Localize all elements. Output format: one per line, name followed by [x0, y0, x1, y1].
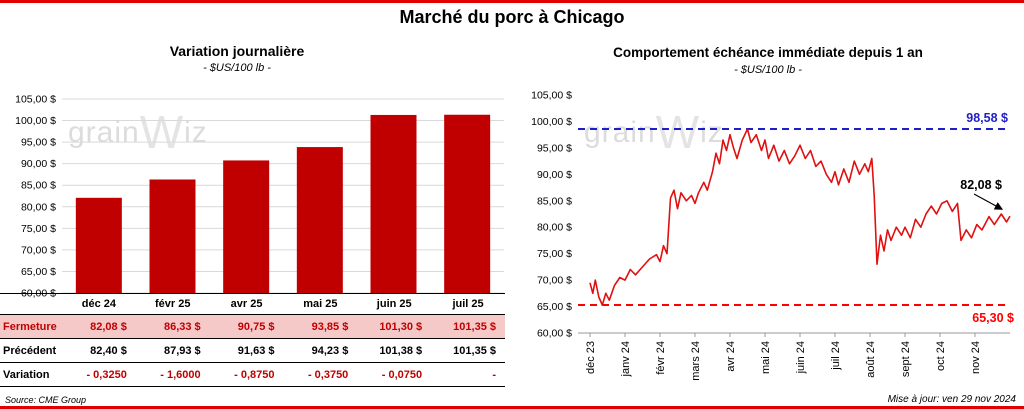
table-row-precedent: Précédent 82,40 $ 87,93 $ 91,63 $ 94,23 … — [0, 338, 505, 363]
x-tick-label: août 24 — [865, 341, 877, 378]
table-row-variation: Variation - 0,3250 - 1,6000 - 0,8750 - 0… — [0, 362, 505, 387]
price-line — [589, 128, 1011, 306]
y-tick-label: 80,00 $ — [537, 222, 572, 234]
table-cell: 82,40 $ — [62, 338, 136, 363]
table-cell: - 0,0750 — [357, 362, 432, 387]
watermark-text: grain — [584, 116, 656, 149]
updated-note: Mise à jour: ven 29 nov 2024 — [887, 394, 1016, 405]
front-month-line-chart: 105,00 $ 100,00 $ 95,00 $ 90,00 $ 85,00 $ 80,… — [531, 90, 1014, 381]
watermark-text: iz — [184, 116, 208, 149]
support-label: 65,30 $ — [972, 311, 1014, 325]
price-table: déc 24 févr 25 avr 25 mai 25 juin 25 jui… — [0, 293, 505, 387]
table-cell: 82,08 $ — [62, 314, 136, 339]
table-cell: 101,35 $ — [431, 338, 505, 363]
bar — [149, 179, 196, 293]
table-corner — [0, 293, 62, 315]
watermark-logo: W — [655, 106, 701, 158]
right-chart-title: Comportement échéance immédiate depuis 1… — [613, 45, 923, 60]
y-tick-label: 70,00 $ — [21, 244, 56, 256]
y-tick-label: 65,00 $ — [21, 266, 56, 278]
table-cell: 93,85 $ — [283, 314, 358, 339]
x-tick-label: févr 24 — [655, 341, 667, 375]
page-title: Marché du porc à Chicago — [399, 7, 625, 27]
x-tick-label: juin 24 — [795, 341, 807, 374]
watermark-logo: W — [139, 106, 185, 158]
last-value-label: 82,08 $ — [960, 178, 1002, 192]
bar — [223, 160, 270, 293]
x-tick-label: déc 23 — [585, 341, 597, 374]
table-cell: 90,75 $ — [209, 314, 284, 339]
left-chart-title: Variation journalière — [169, 43, 305, 59]
y-tick-label: 85,00 $ — [21, 180, 56, 192]
x-tick-label: mars 24 — [690, 341, 702, 381]
table-cell: - 0,3250 — [62, 362, 136, 387]
table-cell: 101,30 $ — [357, 314, 432, 339]
table-cell: 86,33 $ — [135, 314, 210, 339]
x-tick-label: janv 24 — [620, 341, 632, 377]
source-note: Source: CME Group — [5, 395, 87, 405]
y-tick-label: 70,00 $ — [537, 275, 572, 287]
table-cell: 91,63 $ — [209, 338, 284, 363]
table-cell: 101,38 $ — [357, 338, 432, 363]
row-label: Précédent — [0, 338, 62, 363]
x-tick-label: nov 24 — [970, 341, 982, 374]
col-header: juil 25 — [431, 293, 505, 315]
y-tick-label: 85,00 $ — [537, 195, 572, 207]
x-tick-label: sept 24 — [900, 341, 912, 377]
col-header: avr 25 — [209, 293, 284, 315]
watermark-text: grain — [68, 116, 140, 149]
table-cell: - 0,3750 — [283, 362, 358, 387]
bar — [75, 197, 122, 293]
grainwiz-watermark-left: grainWiz — [68, 105, 208, 159]
col-header: déc 24 — [62, 293, 136, 315]
table-header-row: déc 24 févr 25 avr 25 mai 25 juin 25 jui… — [0, 293, 505, 315]
y-tick-label: 95,00 $ — [537, 142, 572, 154]
col-header: févr 25 — [135, 293, 210, 315]
watermark-text: iz — [700, 116, 724, 149]
y-tick-label: 65,00 $ — [537, 301, 572, 313]
x-tick-label: juil 24 — [830, 341, 842, 371]
right-chart-subtitle: - $US/100 lb - — [734, 64, 802, 76]
table-row-fermeture: Fermeture 82,08 $ 86,33 $ 90,75 $ 93,85 … — [0, 314, 505, 339]
y-tick-label: 75,00 $ — [21, 223, 56, 235]
x-tick-label: mai 24 — [760, 341, 772, 374]
x-tick-label: avr 24 — [725, 341, 737, 372]
y-tick-label: 100,00 $ — [15, 115, 56, 127]
col-header: mai 25 — [283, 293, 358, 315]
bar — [444, 114, 491, 293]
y-tick-label: 105,00 $ — [531, 90, 572, 102]
left-chart-subtitle: - $US/100 lb - — [203, 62, 271, 74]
y-tick-label: 60,00 $ — [537, 328, 572, 340]
bar — [296, 147, 343, 293]
bar — [370, 114, 417, 293]
daily-variation-bar-chart: 105,00 $ 100,00 $ 95,00 $ 90,00 $ 85,00 $ 80,… — [15, 94, 504, 300]
row-label: Variation — [0, 362, 62, 387]
resistance-label: 98,58 $ — [966, 111, 1008, 125]
x-tick-label: oct 24 — [935, 341, 947, 371]
table-cell: - 0,8750 — [209, 362, 284, 387]
grainwiz-watermark-right: grainWiz — [584, 105, 724, 159]
last-value-arrow — [973, 193, 1004, 210]
table-cell: - 1,6000 — [135, 362, 210, 387]
table-cell: 87,93 $ — [135, 338, 210, 363]
row-label: Fermeture — [0, 314, 62, 339]
y-tick-label: 75,00 $ — [537, 248, 572, 260]
table-cell: 94,23 $ — [283, 338, 358, 363]
y-tick-label: 90,00 $ — [21, 158, 56, 170]
table-cell: 101,35 $ — [431, 314, 505, 339]
y-tick-label: 90,00 $ — [537, 169, 572, 181]
col-header: juin 25 — [357, 293, 432, 315]
y-tick-label: 80,00 $ — [21, 201, 56, 213]
y-tick-label: 95,00 $ — [21, 137, 56, 149]
table-cell: - — [431, 362, 505, 387]
y-tick-label: 100,00 $ — [531, 116, 572, 128]
y-tick-label: 105,00 $ — [15, 94, 56, 106]
